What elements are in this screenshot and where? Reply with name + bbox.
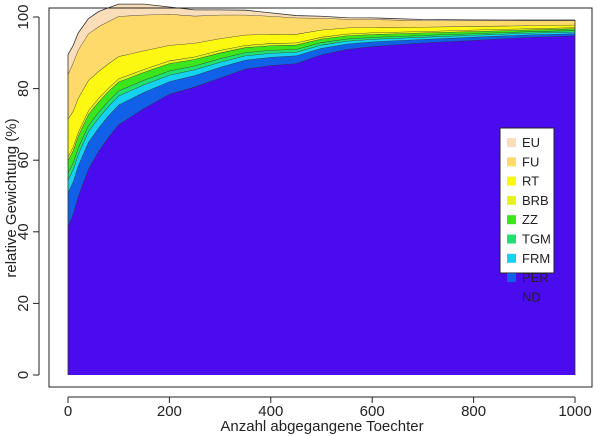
area-layers [67, 3, 576, 376]
legend-swatch-brb [507, 195, 516, 205]
legend-swatch-eu [507, 138, 516, 147]
legend-label-rt: RT [522, 174, 539, 189]
y-axis: 0 20 40 60 80 100 [15, 4, 40, 379]
x-tick-label: 200 [157, 403, 182, 420]
legend-swatch-nd [507, 292, 516, 302]
legend-swatch-fu [507, 157, 516, 167]
area-boundary-eu [67, 3, 575, 55]
legend-swatch-per [507, 273, 516, 283]
y-tick-label: 0 [15, 371, 32, 379]
x-axis-title: Anzahl abgegangene Toechter [220, 418, 423, 435]
x-tick-label: 1000 [558, 403, 591, 420]
x-tick-label: 400 [258, 403, 283, 420]
legend-box [499, 127, 555, 274]
x-tick-label: 600 [360, 403, 385, 420]
y-tick-label: 40 [15, 223, 32, 240]
legend-label-eu: EU [522, 135, 540, 150]
area-tgm [68, 30, 575, 180]
legend-label-frm: FRM [522, 251, 550, 266]
plot-frame [48, 7, 593, 388]
y-tick-label: 100 [15, 4, 32, 29]
legend-swatch-zz [507, 215, 516, 225]
area-per [68, 33, 575, 227]
y-tick-label: 80 [15, 80, 32, 97]
area-nd [68, 35, 575, 376]
area-frm [68, 31, 575, 193]
x-tick-label: 800 [461, 403, 486, 420]
legend-label-fu: FU [522, 154, 539, 169]
legend-label-nd: ND [522, 289, 541, 304]
y-tick-label: 20 [15, 295, 32, 312]
y-tick-label: 60 [15, 152, 32, 169]
legend-label-zz: ZZ [522, 212, 538, 227]
y-axis-title: relative Gewichtung (%) [3, 118, 20, 277]
area-fu [68, 14, 575, 120]
legend-label-brb: BRB [522, 193, 549, 208]
legend: EU FU RT BRB ZZ TGM FRM PER ND [499, 127, 555, 304]
legend-swatch-rt [507, 176, 516, 186]
legend-label-per: PER [522, 270, 549, 285]
area-zz [68, 28, 575, 173]
legend-swatch-frm [507, 253, 516, 263]
legend-label-tgm: TGM [522, 232, 551, 247]
x-axis: 0 200 400 600 800 1000 [64, 396, 592, 420]
area-eu [68, 4, 575, 75]
legend-swatch-tgm [507, 234, 516, 244]
x-tick-label: 0 [64, 403, 72, 420]
